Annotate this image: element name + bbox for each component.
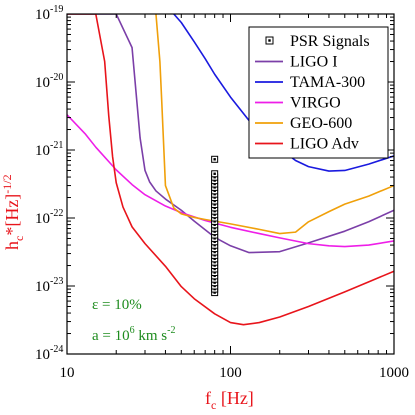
y-axis-label-sup: -1/2 bbox=[0, 174, 14, 193]
x-axis-label-sub: c bbox=[211, 398, 216, 412]
legend-label: TAMA-300 bbox=[290, 74, 365, 91]
legend-label: VIRGO bbox=[290, 95, 341, 112]
y-tick-label: 10-20 bbox=[35, 72, 63, 91]
series-layer bbox=[67, 14, 394, 326]
legend-entry: TAMA-300 bbox=[255, 74, 365, 91]
y-tick-label: 10-19 bbox=[35, 4, 63, 23]
x-tick-label: 100 bbox=[219, 365, 242, 381]
annotation-acceleration-exp1: 6 bbox=[130, 325, 135, 336]
legend-label: PSR Signals bbox=[290, 33, 370, 50]
y-axis-label-base: h bbox=[2, 241, 22, 250]
ticks-layer bbox=[66, 14, 394, 355]
annotation-acceleration: a = 106 km s-2 bbox=[92, 325, 175, 344]
x-axis-label-base: f bbox=[205, 388, 211, 408]
series-line-virgo bbox=[67, 114, 394, 248]
legend-entry: LIGO I bbox=[255, 54, 338, 71]
x-tick-labels: 10 100 1000 bbox=[60, 365, 410, 381]
series-line-ligo-adv bbox=[67, 14, 394, 326]
x-axis-label-rest: [Hz] bbox=[216, 388, 253, 408]
x-axis-label: fc [Hz] bbox=[205, 388, 254, 412]
x-tick-label: 10 bbox=[60, 365, 75, 381]
legend-entry: GEO-600 bbox=[255, 115, 352, 132]
y-axis-label-rest: *[Hz] bbox=[2, 194, 22, 236]
legend-label: LIGO I bbox=[290, 54, 338, 71]
legend-entry: VIRGO bbox=[255, 95, 341, 112]
annotation-epsilon: ε = 10% bbox=[92, 297, 142, 313]
legend-entry: LIGO Adv bbox=[255, 136, 359, 153]
y-axis-label: hc*[Hz]-1/2 bbox=[0, 174, 26, 250]
annotation-acceleration-exp2: -2 bbox=[167, 325, 175, 336]
psr-signal-point bbox=[211, 170, 219, 178]
psr-signals-layer bbox=[211, 155, 219, 297]
psr-signal-point bbox=[211, 155, 219, 163]
y-tick-label: 10-21 bbox=[35, 140, 63, 159]
annotation-acceleration-mid: km s bbox=[135, 328, 168, 344]
legend-marker-psr bbox=[265, 36, 274, 45]
legend-box bbox=[248, 26, 389, 159]
y-tick-label: 10-22 bbox=[35, 208, 63, 227]
legend-label: LIGO Adv bbox=[290, 136, 359, 153]
x-tick-label: 1000 bbox=[379, 365, 409, 381]
legend: PSR Signals LIGO I TAMA-300 VIRGO GEO-600 LIG… bbox=[248, 26, 389, 159]
y-tick-label: 10-23 bbox=[35, 276, 63, 295]
legend-label: GEO-600 bbox=[290, 115, 352, 132]
legend-entry: PSR Signals bbox=[265, 33, 370, 50]
series-line-geo-600 bbox=[155, 14, 394, 235]
y-tick-label: 10-24 bbox=[35, 344, 63, 363]
annotation-acceleration-pre: a = 10 bbox=[92, 328, 130, 344]
y-tick-labels: 10-24 10-23 10-22 10-21 10-20 10-19 bbox=[35, 4, 63, 363]
y-axis-label-sub: c bbox=[12, 236, 26, 241]
